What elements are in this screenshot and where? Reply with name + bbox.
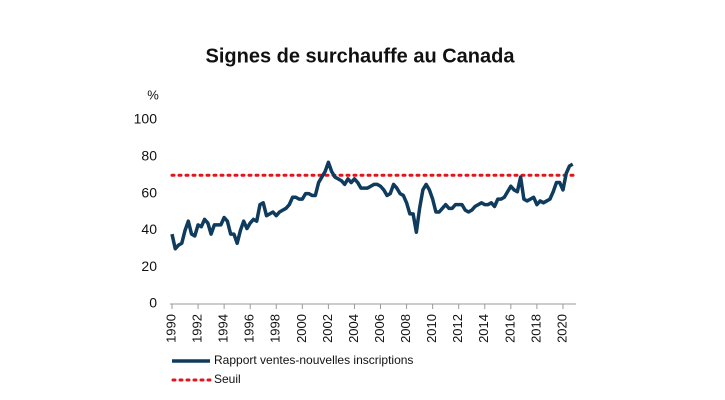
chart-title: Signes de surchauffe au Canada (206, 45, 516, 67)
x-tick-label: 1994 (216, 314, 231, 343)
y-tick-label: 80 (141, 148, 157, 164)
x-tick-label: 2018 (528, 314, 543, 343)
legend-label: Seuil (214, 372, 241, 386)
x-tick-label: 2010 (424, 314, 439, 343)
x-tick-label: 2006 (372, 314, 387, 343)
series-line (170, 160, 574, 251)
y-tick-label: 0 (149, 295, 157, 311)
x-tick-label: 2020 (554, 314, 569, 343)
y-tick-label: 20 (141, 258, 157, 274)
x-tick-label: 1996 (242, 314, 257, 343)
x-tick-label: 2012 (450, 314, 465, 343)
x-tick-label: 1990 (163, 314, 178, 343)
y-tick-label: 100 (134, 111, 158, 127)
x-tick-label: 1992 (190, 314, 205, 343)
y-axis-label: % (147, 87, 159, 102)
x-tick-label: 2016 (502, 314, 517, 343)
x-tick-label: 2014 (476, 314, 491, 343)
x-tick-label: 2008 (398, 314, 413, 343)
x-tick-label: 2002 (320, 314, 335, 343)
legend-label: Rapport ventes-nouvelles inscriptions (214, 353, 413, 367)
y-tick-label: 60 (141, 184, 157, 200)
x-tick-label: 1998 (268, 314, 283, 343)
y-tick-label: 40 (141, 221, 157, 237)
x-tick-label: 2000 (294, 314, 309, 343)
x-tick-label: 2004 (346, 314, 361, 343)
